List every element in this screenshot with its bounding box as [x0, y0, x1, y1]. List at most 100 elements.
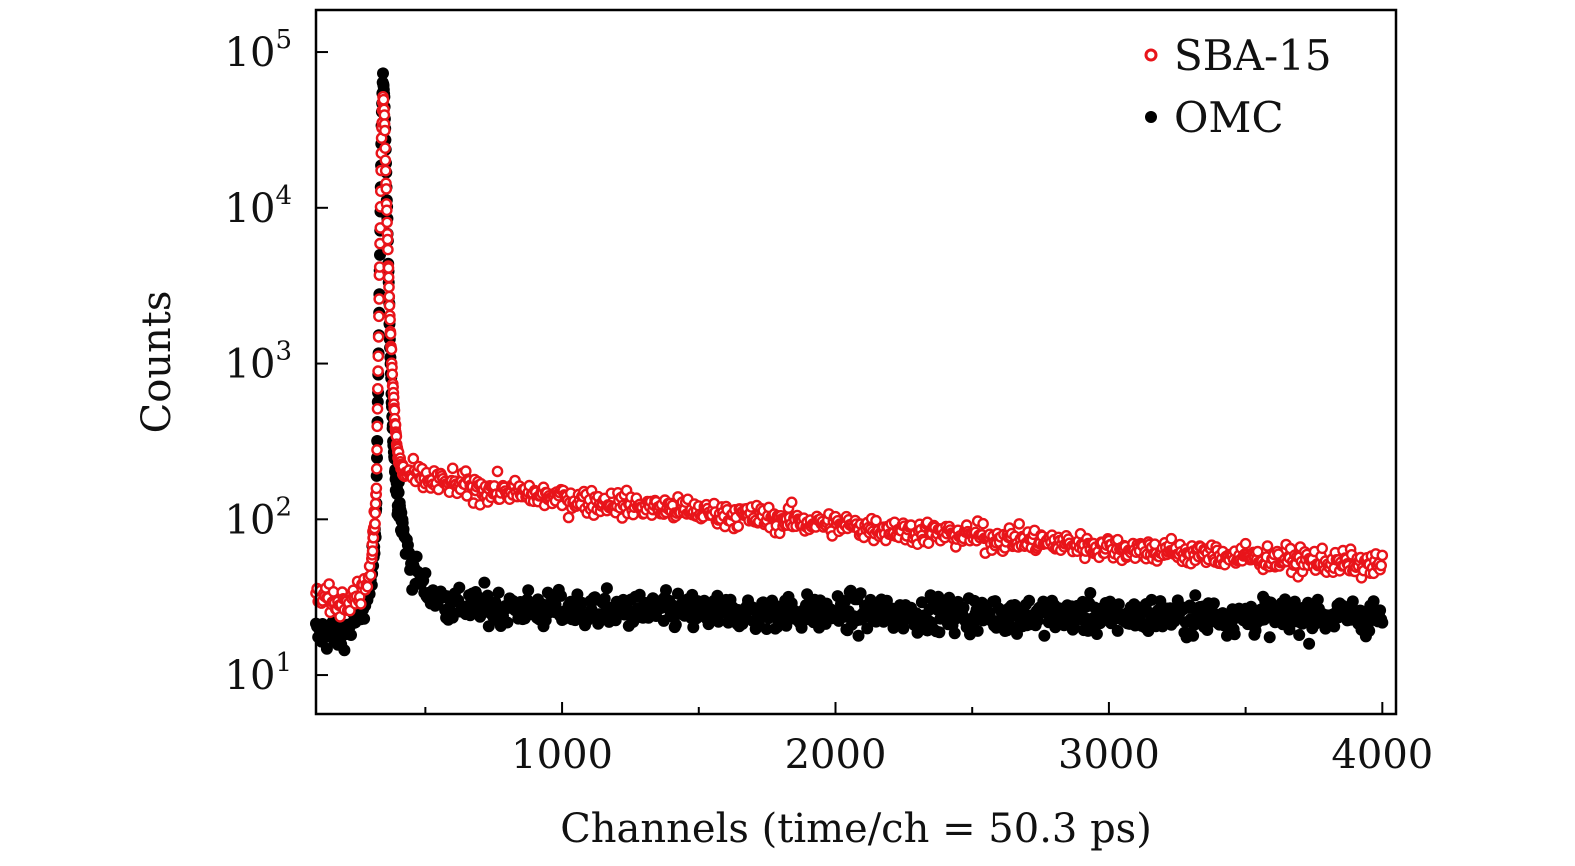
point-sba15 — [384, 328, 397, 340]
point-sba15 — [371, 382, 384, 395]
point-omc — [598, 592, 611, 605]
point-sba15 — [732, 520, 745, 533]
point-sba15 — [382, 271, 395, 284]
point-omc — [854, 587, 867, 600]
point-omc — [1187, 629, 1200, 642]
point-sba15 — [370, 482, 383, 495]
legend: SBA-15 OMC — [1144, 31, 1332, 142]
y-axis-title: Counts — [134, 291, 180, 434]
point-omc — [377, 67, 389, 80]
point-sba15 — [379, 154, 392, 167]
point-omc — [672, 587, 684, 600]
point-sba15 — [372, 365, 384, 377]
point-omc — [1090, 628, 1103, 640]
point-omc — [852, 629, 865, 642]
point-sba15 — [354, 598, 367, 610]
point-omc — [600, 582, 613, 595]
point-omc — [1328, 620, 1341, 633]
legend-marker-sba15 — [1144, 48, 1158, 62]
point-omc — [1111, 624, 1124, 637]
point-sba15 — [371, 402, 384, 415]
legend-label-sba15: SBA-15 — [1174, 31, 1332, 80]
point-omc — [371, 435, 384, 447]
plot-frame — [314, 8, 1398, 716]
point-omc — [1189, 589, 1202, 602]
point-sba15 — [371, 444, 383, 456]
point-omc — [1038, 629, 1051, 642]
point-omc — [861, 622, 874, 635]
point-sba15 — [369, 497, 382, 510]
point-omc — [915, 596, 928, 609]
point-sba15 — [1013, 518, 1026, 530]
point-sba15 — [491, 465, 504, 478]
point-omc — [453, 581, 466, 594]
point-omc — [392, 486, 405, 499]
point-sba15 — [373, 310, 385, 323]
point-sba15 — [383, 299, 396, 312]
point-sba15 — [407, 452, 420, 465]
point-omc — [1112, 598, 1125, 611]
point-sba15 — [381, 233, 394, 246]
point-sba15 — [922, 537, 935, 550]
point-omc — [1023, 594, 1036, 607]
point-sba15 — [1239, 537, 1252, 550]
y-tick-label: 105 — [225, 25, 292, 76]
point-sba15 — [370, 462, 383, 475]
point-sba15 — [562, 511, 575, 524]
point-omc — [1207, 597, 1220, 610]
point-sba15 — [382, 243, 394, 256]
y-tick-label: 103 — [225, 337, 292, 388]
point-omc — [1311, 593, 1324, 606]
x-axis-title: Channels (time/ch = 50.3 ps) — [560, 806, 1152, 852]
point-sba15 — [384, 313, 396, 326]
point-omc — [933, 626, 946, 639]
point-omc — [419, 567, 432, 580]
point-sba15 — [361, 580, 374, 593]
point-sba15 — [785, 496, 798, 509]
point-omc — [478, 576, 491, 589]
point-omc — [371, 451, 383, 464]
point-omc — [482, 620, 495, 633]
point-omc — [660, 584, 672, 597]
y-tick-label: 101 — [225, 648, 292, 699]
data-points-layer — [310, 67, 1389, 657]
y-tick-label: 104 — [225, 181, 292, 232]
point-omc — [1228, 628, 1241, 641]
point-omc — [957, 601, 970, 614]
point-omc — [501, 616, 514, 629]
point-omc — [522, 584, 535, 597]
point-sba15 — [1316, 542, 1328, 555]
point-omc — [760, 623, 773, 635]
point-omc — [555, 589, 567, 602]
point-sba15 — [386, 368, 399, 381]
point-omc — [1288, 595, 1301, 608]
point-omc — [948, 627, 961, 640]
point-sba15 — [373, 293, 386, 305]
point-sba15 — [369, 507, 382, 520]
point-omc — [839, 595, 852, 607]
point-sba15 — [379, 142, 392, 154]
point-omc — [1346, 595, 1359, 608]
point-sba15 — [446, 462, 459, 475]
point-omc — [1367, 595, 1380, 608]
legend-marker-omc — [1145, 111, 1157, 123]
point-sba15 — [1251, 545, 1264, 558]
point-omc — [712, 615, 725, 628]
point-sba15 — [366, 545, 379, 557]
legend-label-omc: OMC — [1174, 93, 1284, 142]
point-omc — [1263, 631, 1276, 644]
point-sba15 — [369, 518, 381, 530]
point-sba15 — [1376, 549, 1389, 562]
point-sba15 — [380, 183, 393, 195]
x-tick-label: 1000 — [511, 732, 613, 778]
point-sba15 — [372, 350, 385, 363]
point-omc — [320, 642, 333, 655]
point-sba15 — [380, 204, 393, 217]
x-tick-label: 4000 — [1331, 732, 1433, 778]
x-tick-label: 2000 — [785, 732, 887, 778]
point-omc — [410, 550, 423, 563]
point-omc — [1363, 624, 1376, 637]
point-omc — [1084, 587, 1097, 599]
point-omc — [345, 629, 357, 641]
